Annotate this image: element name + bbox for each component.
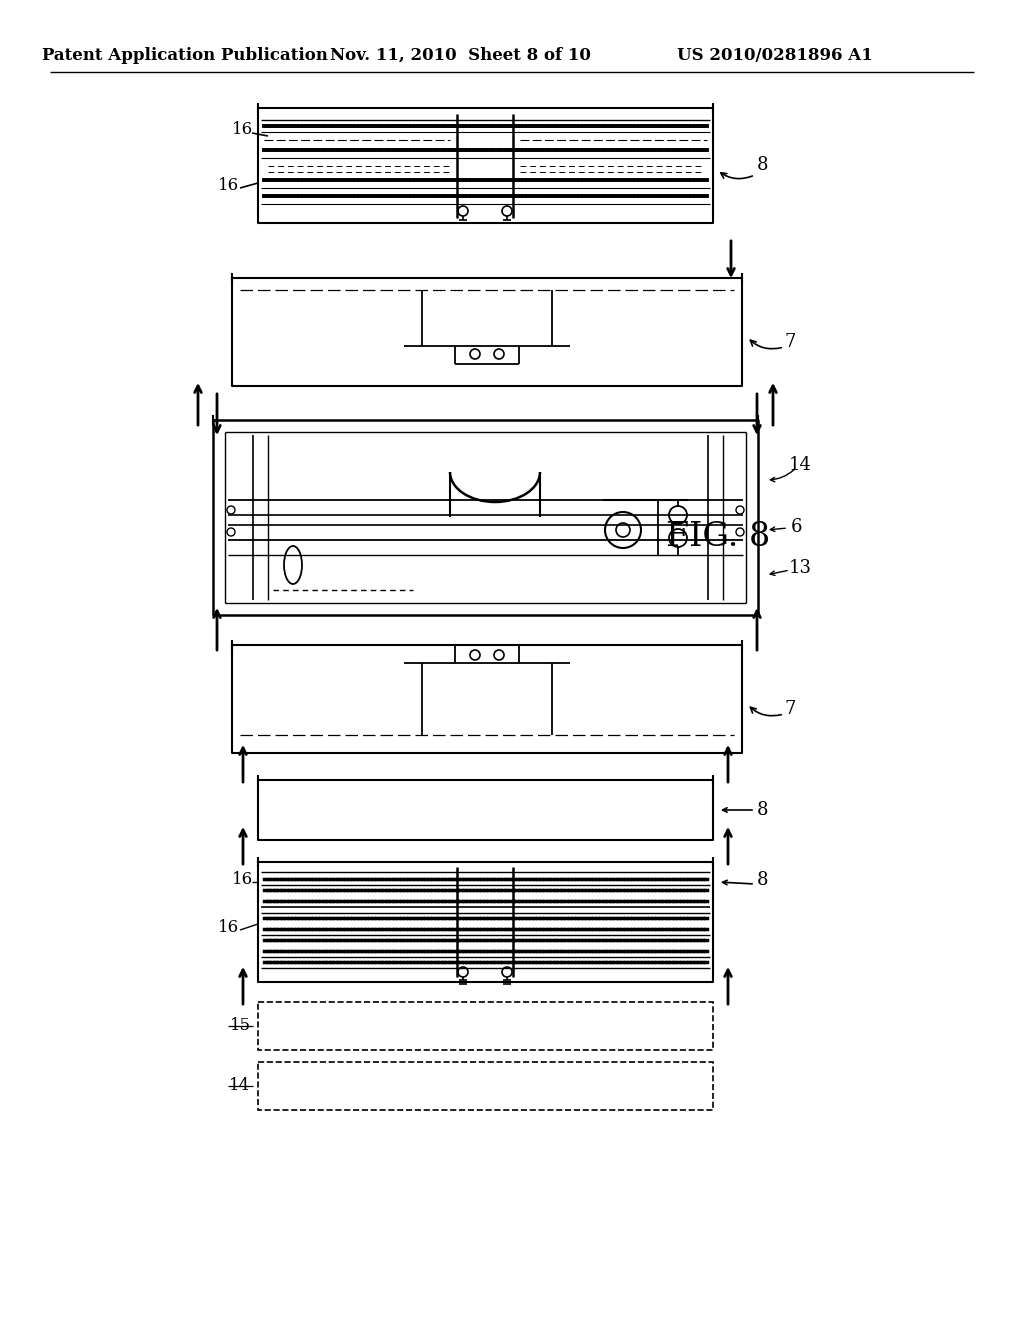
Text: 14: 14 [229,1077,251,1094]
Text: 7: 7 [784,700,796,718]
Text: US 2010/0281896 A1: US 2010/0281896 A1 [677,46,872,63]
Bar [258,1002,713,1049]
Text: 16: 16 [231,121,253,139]
Text: 13: 13 [788,558,811,577]
Text: 16: 16 [217,177,239,194]
Text: Patent Application Publication: Patent Application Publication [42,46,328,63]
Text: 8: 8 [758,156,769,174]
Text: 6: 6 [791,517,802,536]
Text: 16: 16 [231,871,253,888]
Text: Nov. 11, 2010  Sheet 8 of 10: Nov. 11, 2010 Sheet 8 of 10 [330,46,591,63]
Text: 16: 16 [217,919,239,936]
Text: 15: 15 [229,1018,251,1035]
Text: 8: 8 [758,871,769,888]
Bar [258,1063,713,1110]
Text: 14: 14 [788,455,811,474]
Text: FIG. 8: FIG. 8 [666,521,770,553]
Text: 8: 8 [758,801,769,818]
Text: 7: 7 [784,333,796,351]
